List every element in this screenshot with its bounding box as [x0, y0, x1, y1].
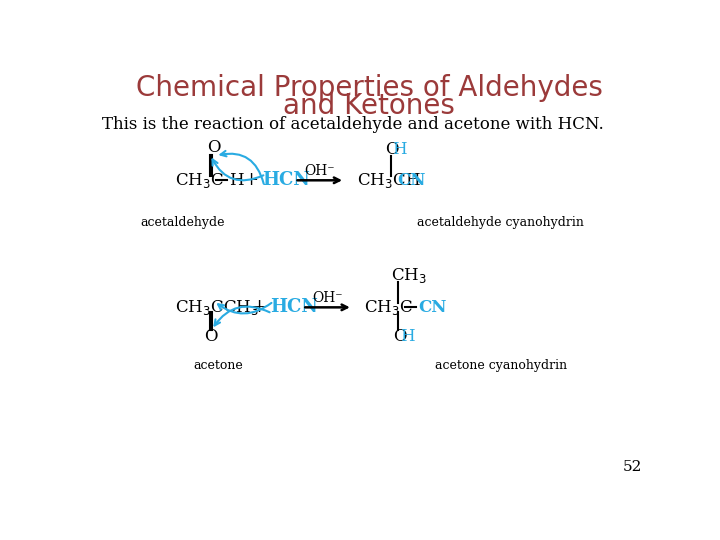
Text: CH$_3$CCH$_3$: CH$_3$CCH$_3$	[175, 298, 259, 317]
Text: CH$_3$CH: CH$_3$CH	[356, 171, 420, 190]
Text: 52: 52	[623, 460, 642, 474]
Text: O: O	[207, 139, 221, 157]
Text: This is the reaction of acetaldehyde and acetone with HCN.: This is the reaction of acetaldehyde and…	[102, 116, 603, 133]
Text: OH⁻: OH⁻	[312, 291, 343, 305]
Text: and Ketones: and Ketones	[283, 92, 455, 120]
Text: HCN: HCN	[270, 298, 318, 316]
Text: acetone: acetone	[193, 359, 243, 372]
Text: H: H	[400, 328, 415, 345]
Text: CN: CN	[397, 172, 426, 189]
Text: Chemical Properties of Aldehydes: Chemical Properties of Aldehydes	[135, 74, 603, 102]
Text: OH⁻: OH⁻	[305, 164, 335, 178]
Text: +: +	[243, 171, 258, 190]
Text: +: +	[251, 298, 266, 316]
Text: CH$_3$: CH$_3$	[391, 266, 426, 285]
Text: acetaldehyde: acetaldehyde	[140, 216, 225, 229]
Text: CN: CN	[418, 299, 446, 316]
Text: H: H	[229, 172, 243, 189]
Text: acetone cyanohydrin: acetone cyanohydrin	[435, 359, 567, 372]
Text: O: O	[385, 141, 399, 158]
Text: O: O	[204, 328, 217, 345]
Text: H: H	[392, 141, 407, 158]
Text: O: O	[393, 328, 407, 345]
Text: acetaldehyde cyanohydrin: acetaldehyde cyanohydrin	[418, 216, 584, 229]
Text: CH$_3$C: CH$_3$C	[364, 298, 413, 317]
Text: CH$_3$C: CH$_3$C	[175, 171, 224, 190]
Text: HCN: HCN	[262, 171, 310, 190]
